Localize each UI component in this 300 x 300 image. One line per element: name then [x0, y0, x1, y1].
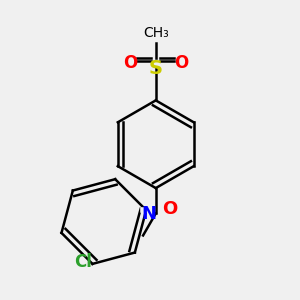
Text: O: O	[123, 55, 137, 73]
Text: CH₃: CH₃	[143, 26, 169, 40]
Text: O: O	[162, 200, 177, 218]
Text: Cl: Cl	[74, 253, 92, 271]
Text: O: O	[174, 55, 188, 73]
Text: S: S	[149, 58, 163, 78]
Text: N: N	[141, 205, 156, 223]
